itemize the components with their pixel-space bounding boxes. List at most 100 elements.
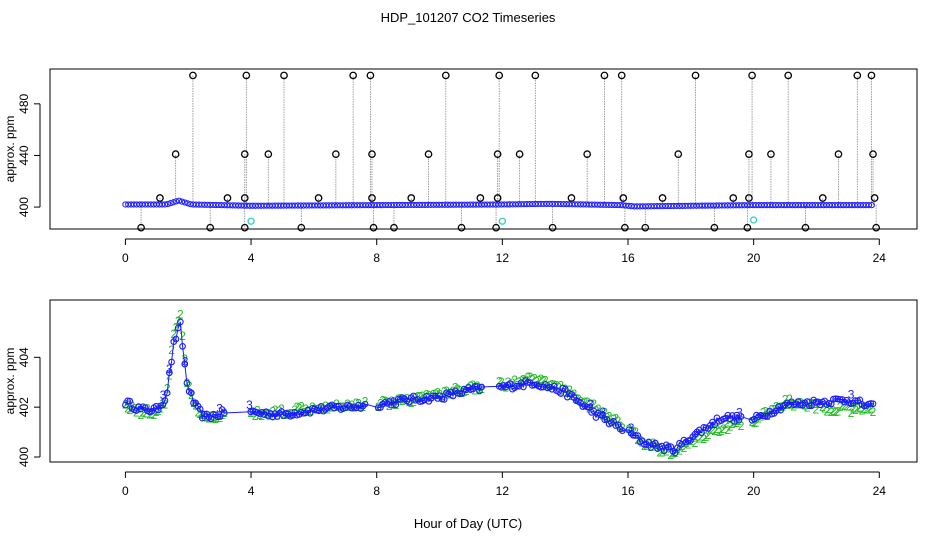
baseline-point <box>622 202 629 209</box>
baseline-point <box>181 199 188 206</box>
x-tick-label: 16 <box>621 484 635 498</box>
dip-point <box>641 223 650 232</box>
blue-label-point: 3 <box>216 401 223 415</box>
mid-spike-point <box>264 150 273 159</box>
green-label-point: 2 <box>771 403 778 417</box>
green-label-point: 2 <box>749 415 756 429</box>
blue-circle-point <box>737 413 745 420</box>
y-tick-label: 404 <box>17 347 31 367</box>
green-label-point: 2 <box>520 373 527 387</box>
green-label-point: 2 <box>588 397 595 411</box>
mid-spike-point <box>368 150 376 159</box>
cyan-point <box>750 216 758 224</box>
green-label-point: 2 <box>700 432 707 446</box>
blue-circle-point <box>869 400 877 408</box>
high-spike-point <box>784 71 793 80</box>
blue-circle-point <box>220 409 228 417</box>
plot-frame <box>49 68 918 230</box>
green-label-point: 2 <box>441 385 448 399</box>
blue-circle-point <box>684 437 692 444</box>
high-spike-point <box>617 71 626 80</box>
blue-circle-point <box>355 401 362 409</box>
dip-point <box>137 223 145 232</box>
blue-circle-point <box>269 413 277 421</box>
blue-circle-point <box>188 389 195 397</box>
blue-circle-point <box>361 400 369 408</box>
blue-circle-point <box>126 397 134 405</box>
green-label-point: 2 <box>830 404 837 418</box>
green-label-point: 2 <box>678 439 685 453</box>
x-tick-label: 0 <box>122 251 129 265</box>
blue-circle-point <box>196 405 204 413</box>
blue-circle-point <box>524 379 532 386</box>
green-label-point: 2 <box>355 396 362 410</box>
blue-circle-point <box>190 399 197 407</box>
green-label-point: 2 <box>177 308 184 322</box>
high-spike-point <box>531 71 540 80</box>
green-label-point: 2 <box>535 373 542 387</box>
green-label-point: 2 <box>538 372 545 386</box>
green-label-point: 2 <box>692 436 699 450</box>
blue-label-point: 3 <box>246 398 253 412</box>
x-tick-label: 20 <box>747 251 761 265</box>
green-label-point: 2 <box>681 441 688 455</box>
low-spike-point <box>745 194 753 202</box>
green-label-point: 2 <box>584 395 591 409</box>
baseline-point <box>170 199 177 206</box>
green-label-point: 2 <box>340 400 347 414</box>
green-label-point: 2 <box>685 438 692 452</box>
x-tick-label: 12 <box>496 484 510 498</box>
green-label-point: 2 <box>716 425 723 439</box>
low-spike-point <box>818 194 827 202</box>
blue-circle-point <box>808 402 815 410</box>
green-label-point: 2 <box>813 402 820 416</box>
dip-point <box>801 223 810 232</box>
green-label-point: 2 <box>296 401 303 415</box>
x-tick-label: 8 <box>373 251 380 265</box>
dip-point <box>390 223 398 232</box>
green-label-point: 2 <box>173 321 180 335</box>
mid-spike-point <box>424 150 433 159</box>
green-label-point: 2 <box>852 403 859 417</box>
green-label-point: 2 <box>434 385 441 399</box>
green-label-point: 2 <box>773 399 780 413</box>
green-label-point: 2 <box>252 409 259 423</box>
low-spike-point <box>870 194 879 202</box>
x-tick-label: 24 <box>873 251 887 265</box>
green-label-point: 2 <box>698 430 705 444</box>
green-label-point: 2 <box>137 408 144 422</box>
dip-point <box>206 223 215 232</box>
green-label-point: 2 <box>278 402 285 416</box>
green-label-point: 2 <box>175 314 182 328</box>
high-spike-point <box>349 71 357 80</box>
green-label-point: 2 <box>834 404 841 418</box>
low-spike-point <box>729 194 738 202</box>
green-label-point: 2 <box>551 378 558 392</box>
blue-circle-point <box>216 413 224 421</box>
green-label-point: 2 <box>711 424 718 438</box>
green-label-point: 2 <box>298 400 305 414</box>
dip-point <box>457 223 466 232</box>
low-spike-point <box>493 194 502 202</box>
mid-spike-point <box>869 150 877 159</box>
baseline-point <box>184 200 191 207</box>
blue-circle-point <box>333 403 340 410</box>
green-label-point: 2 <box>496 374 503 388</box>
green-label-point: 2 <box>676 444 683 458</box>
green-label-point: 2 <box>753 415 760 429</box>
green-label-point: 2 <box>863 403 870 417</box>
blue-circle-point <box>214 413 222 421</box>
blue-label-point: 3 <box>848 387 855 401</box>
low-spike-point <box>240 194 249 202</box>
green-label-point: 2 <box>845 400 852 414</box>
high-spike-point <box>189 71 197 80</box>
green-label-point: 2 <box>294 400 301 414</box>
x-tick-label: 16 <box>621 251 635 265</box>
y-tick-label: 480 <box>17 94 31 114</box>
blue-circle-point <box>203 410 211 418</box>
green-label-point: 2 <box>498 375 505 389</box>
high-spike-point <box>748 71 756 80</box>
blue-circle-point <box>731 418 738 425</box>
mid-spike-point <box>171 150 180 159</box>
plot-frame <box>49 299 918 463</box>
